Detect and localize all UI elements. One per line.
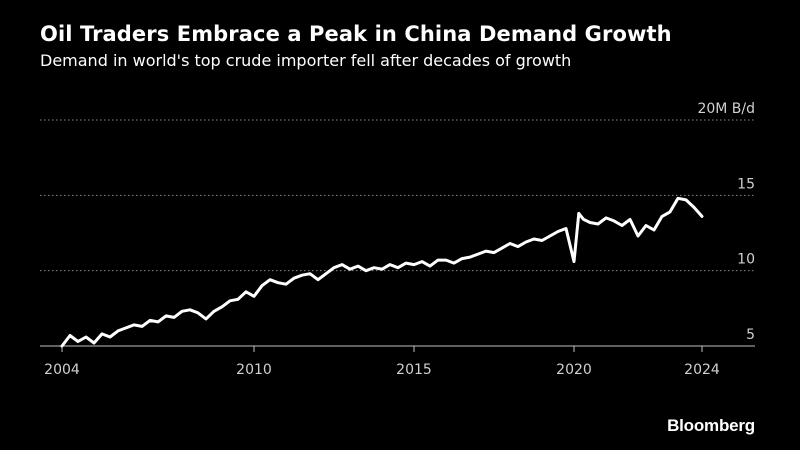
x-tick-label: 2024 (684, 362, 720, 378)
x-tick-label: 2015 (396, 362, 432, 378)
y-tick-label: 5 (746, 327, 755, 343)
source-logo-text: Bloomberg (667, 416, 755, 435)
x-tick-label: 2004 (44, 362, 80, 378)
x-tick-label: 2010 (236, 362, 272, 378)
y-tick-label: 10 (737, 252, 755, 268)
chart-title: Oil Traders Embrace a Peak in China Dema… (40, 22, 672, 46)
x-tick-label: 2020 (556, 362, 592, 378)
chart-subtitle: Demand in world's top crude importer fel… (40, 51, 572, 70)
y-tick-label: 20M B/d (697, 101, 755, 117)
y-tick-label: 15 (737, 176, 755, 192)
series-line-china-oil-demand (60, 196, 704, 348)
